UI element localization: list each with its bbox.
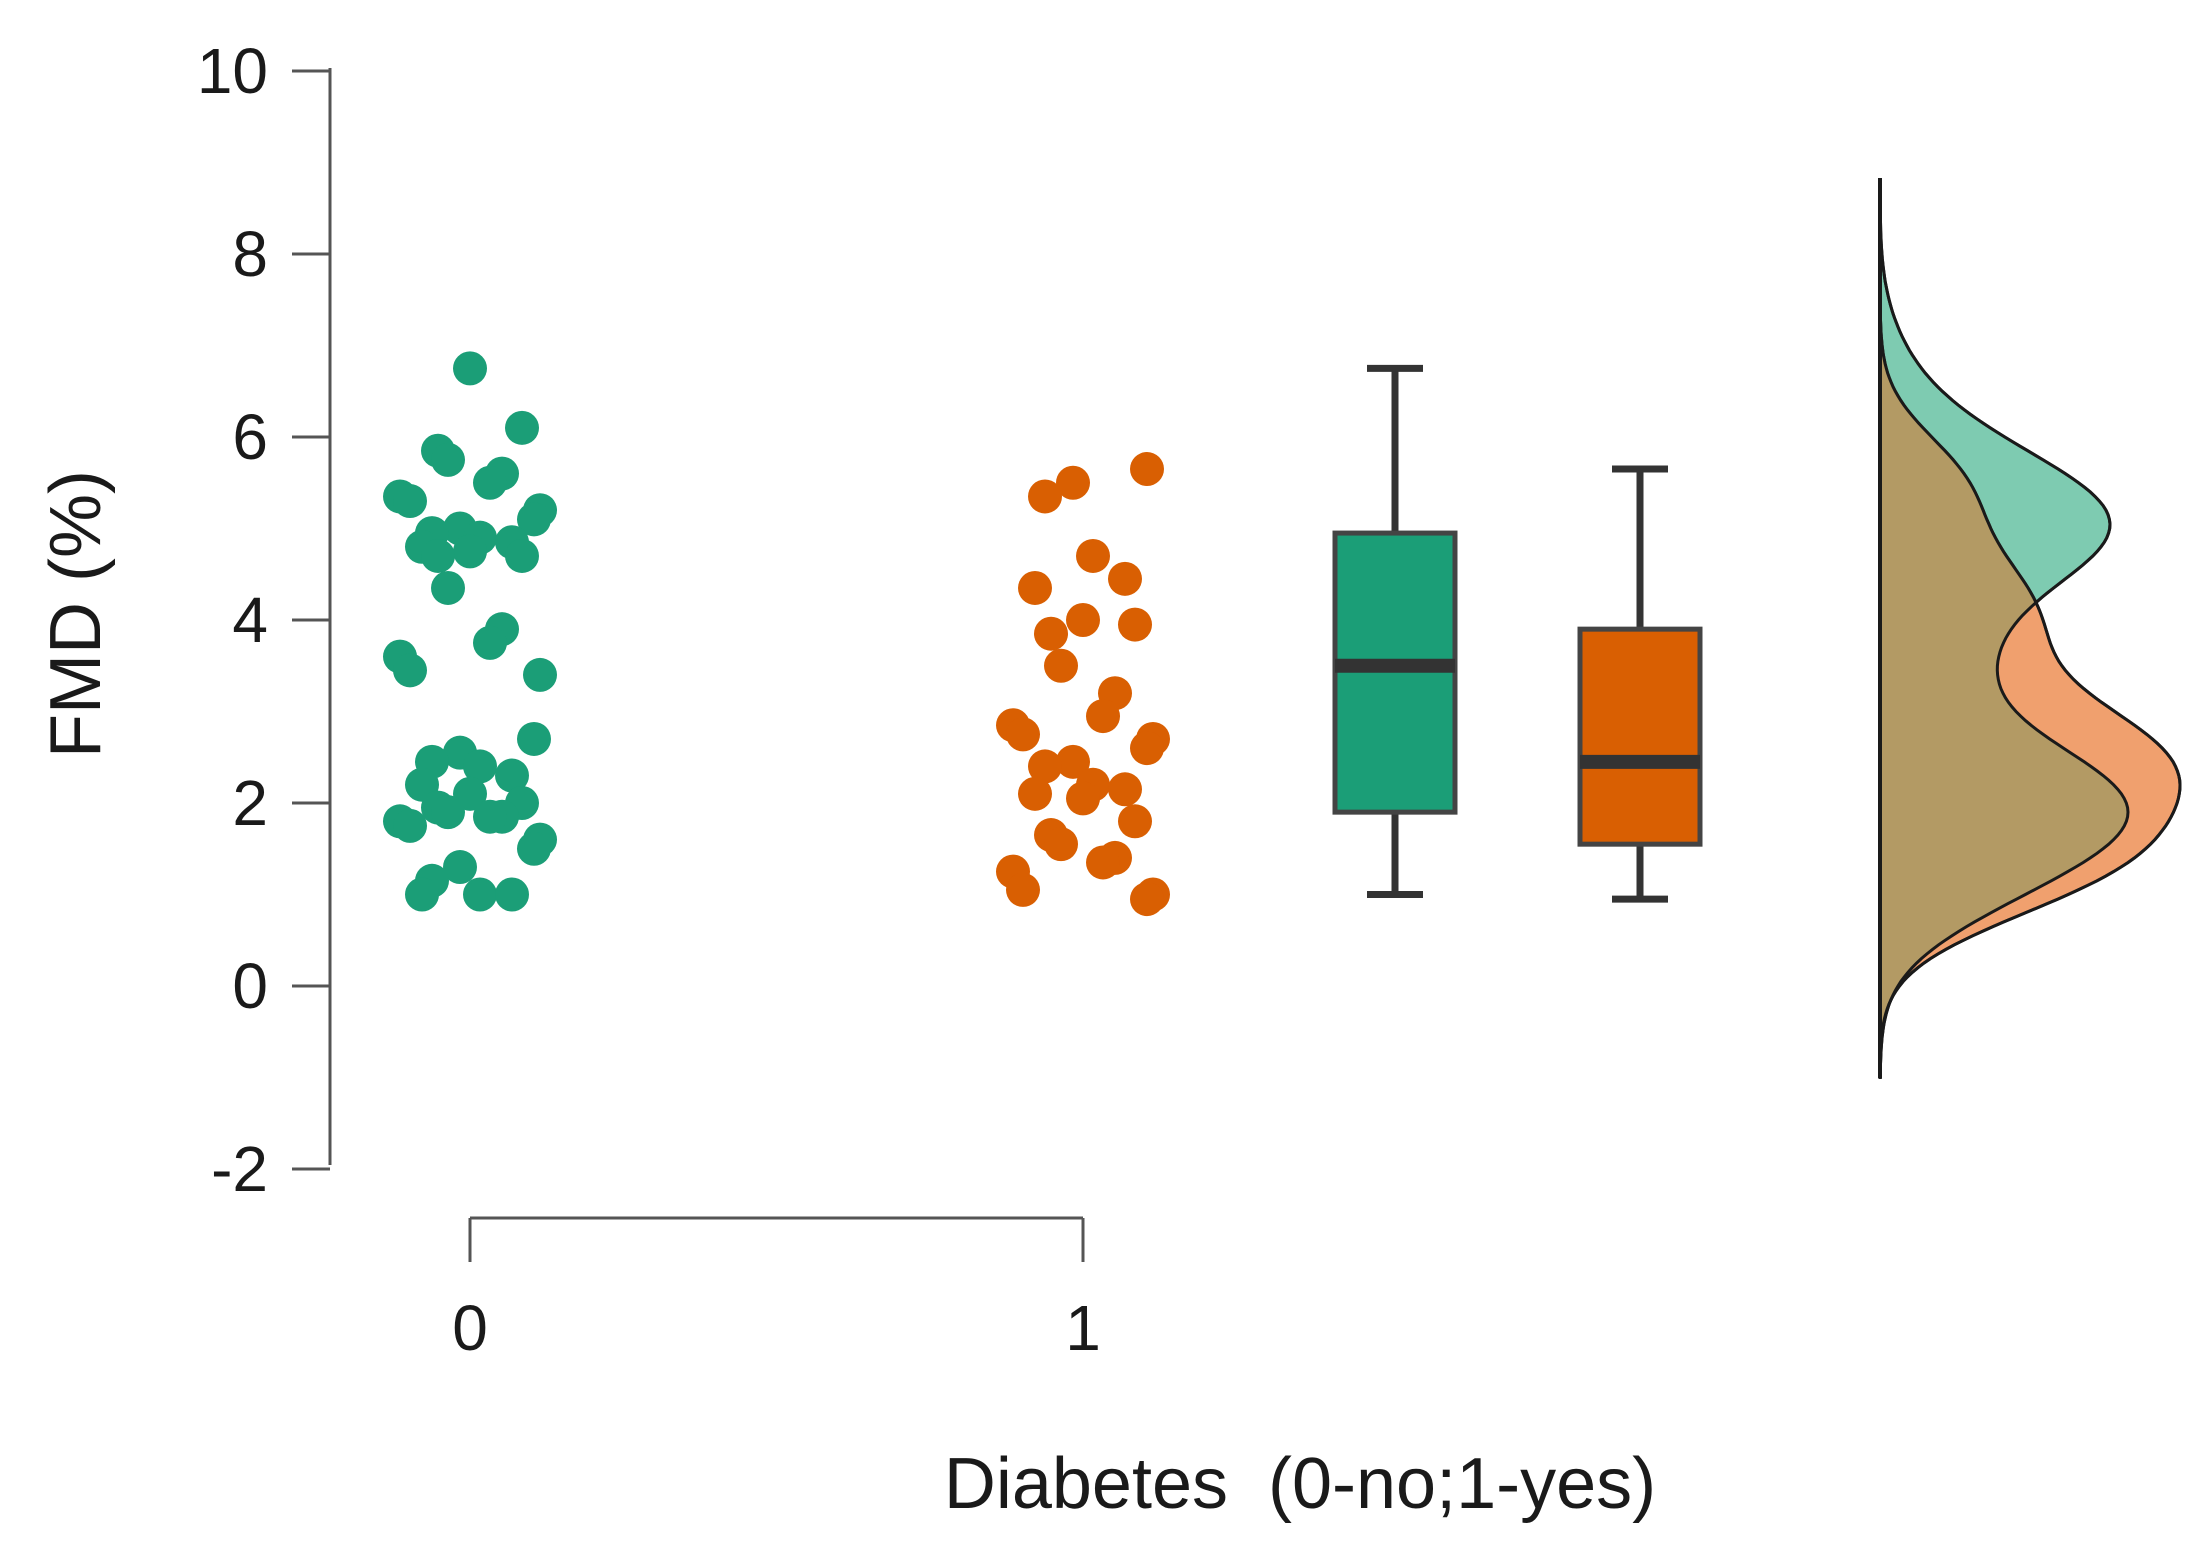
data-point	[393, 653, 427, 688]
data-point	[1028, 479, 1062, 514]
data-point	[463, 877, 497, 912]
data-point	[517, 721, 551, 756]
data-point	[473, 625, 507, 660]
data-point	[453, 351, 487, 386]
data-point	[1086, 845, 1120, 880]
data-point	[505, 410, 539, 445]
density-outline-0	[1878, 180, 2130, 1079]
data-point	[505, 538, 539, 573]
data-point	[1118, 607, 1152, 642]
data-point	[1028, 749, 1062, 784]
data-point	[495, 877, 529, 912]
data-point	[1018, 776, 1052, 811]
data-point	[473, 799, 507, 834]
data-point	[1130, 882, 1164, 917]
boxplots	[1332, 364, 1703, 903]
data-point	[1108, 772, 1142, 807]
y-axis: -2 0 2 4 6 8 10	[197, 35, 332, 1205]
x-tick-label-1: 1	[1065, 1292, 1101, 1364]
box-iqr	[1577, 626, 1703, 847]
data-point	[517, 831, 551, 866]
data-point	[393, 484, 427, 519]
data-point	[453, 534, 487, 569]
data-point	[1044, 827, 1078, 862]
data-point	[523, 657, 557, 692]
data-point	[405, 877, 439, 912]
data-point	[443, 850, 477, 885]
y-tick-label: 10	[197, 35, 268, 107]
data-point	[431, 570, 465, 605]
boxplot-0	[1332, 364, 1458, 898]
data-point	[421, 538, 455, 573]
data-point	[473, 465, 507, 500]
data-point	[1066, 603, 1100, 637]
y-tick-label: 6	[232, 401, 268, 473]
data-point	[431, 442, 465, 477]
data-point	[463, 749, 497, 784]
boxplot-1	[1577, 465, 1703, 903]
rain-points	[383, 351, 1170, 917]
data-point	[431, 795, 465, 830]
data-point	[1086, 699, 1120, 734]
y-axis-title: FMD (%)	[36, 470, 116, 758]
data-point	[1006, 872, 1040, 907]
data-point	[1076, 538, 1110, 573]
y-tick-label: 0	[232, 950, 268, 1022]
data-point	[1044, 648, 1078, 683]
data-point	[1056, 465, 1090, 500]
data-point	[1006, 717, 1040, 752]
x-tick-label-0: 0	[452, 1292, 488, 1364]
data-point	[1118, 804, 1152, 839]
data-point	[1066, 781, 1100, 816]
data-point	[1018, 570, 1052, 605]
data-point	[517, 502, 551, 537]
y-tick-label: 8	[232, 218, 268, 290]
density-clouds	[1878, 178, 2182, 1079]
data-point	[1130, 452, 1164, 487]
y-tick-label: 4	[232, 584, 268, 656]
data-point	[495, 758, 529, 793]
x-axis-title: Diabetes (0-no;1-yes)	[944, 1444, 1656, 1524]
data-point	[393, 808, 427, 843]
data-point	[1108, 561, 1142, 596]
data-point	[1034, 616, 1068, 651]
data-point	[1056, 744, 1090, 779]
y-ticks: -2 0 2 4 6 8 10	[197, 35, 330, 1205]
data-point	[1130, 731, 1164, 766]
y-tick-label: 2	[232, 767, 268, 839]
density-overlap	[1880, 180, 2128, 1078]
y-tick-label: -2	[211, 1133, 268, 1205]
x-axis: 0 1	[452, 1216, 1101, 1364]
